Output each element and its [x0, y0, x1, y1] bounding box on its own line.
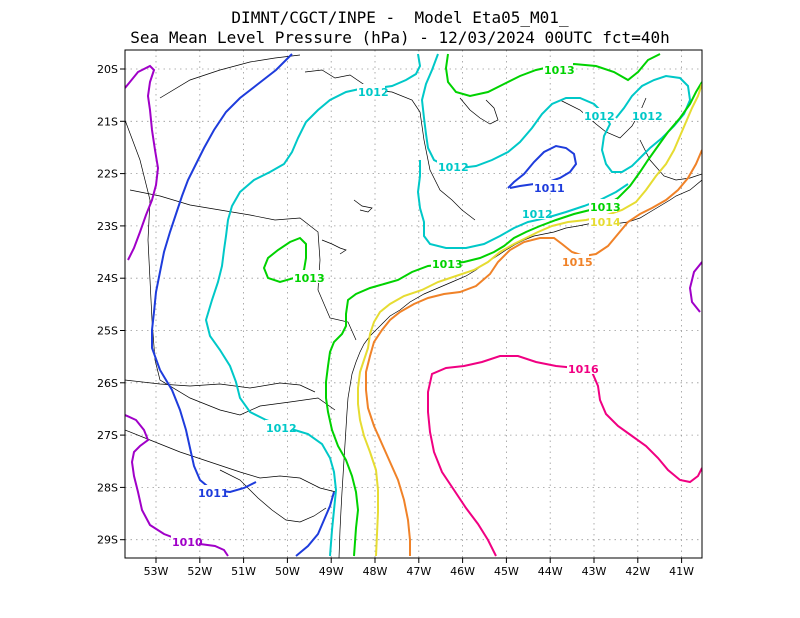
lon-tick-label: 49W — [319, 565, 344, 578]
map-title-line2: Sea Mean Level Pressure (hPa) - 12/03/20… — [130, 28, 670, 47]
lat-tick-label: 20S — [97, 63, 118, 76]
axis-ticks: 53W 52W 51W 50W 49W 48W 47W 46W 45W 44W 43W 42W 41W 2… — [97, 63, 694, 578]
isobars — [125, 53, 702, 557]
lon-tick-label: 48W — [363, 565, 388, 578]
lon-tick-label: 52W — [187, 565, 212, 578]
lat-tick-label: 21S — [97, 115, 118, 128]
isobar-1011 — [295, 491, 335, 557]
lat-tick-label: 29S — [97, 534, 118, 547]
lake-feature — [459, 97, 499, 125]
plot-frame — [124, 49, 703, 559]
lat-tick-label: 26S — [97, 377, 118, 390]
contour-label-1013: 1013 — [294, 272, 325, 285]
isobar-1014 — [357, 83, 702, 557]
river-border — [219, 469, 327, 523]
isobar-1010 — [125, 64, 160, 261]
isobar-1013 — [444, 53, 661, 98]
grid-lines — [125, 50, 702, 558]
lat-tick-label: 23S — [97, 220, 118, 233]
lon-tick-label: 45W — [494, 565, 519, 578]
lon-tick-label: 53W — [144, 565, 169, 578]
contour-label-1012: 1012 — [522, 208, 553, 221]
state-border — [125, 429, 337, 493]
lat-tick-label: 28S — [97, 481, 118, 494]
contour-label-1016: 1016 — [568, 363, 599, 376]
contour-label-1012: 1012 — [438, 161, 469, 174]
isobar-1010 — [688, 261, 702, 313]
contour-label-1012: 1012 — [266, 422, 297, 435]
state-border — [159, 54, 301, 99]
lon-tick-label: 51W — [231, 565, 256, 578]
coastline — [338, 179, 702, 558]
map-title-line1: DIMNT/CGCT/INPE - Model Eta05_M01_ — [231, 8, 569, 27]
isobar-1015 — [365, 149, 702, 556]
lat-tick-label: 24S — [97, 272, 118, 285]
lat-tick-label: 25S — [97, 325, 118, 338]
isobar-1013 — [262, 236, 307, 284]
contour-label-1012: 1012 — [584, 110, 615, 123]
isobar-1011 — [151, 53, 293, 494]
contour-label-1014: 1014 — [590, 216, 621, 229]
lon-tick-label: 46W — [450, 565, 475, 578]
contour-label-1013: 1013 — [432, 258, 463, 271]
state-border — [129, 189, 357, 341]
contour-label-1012: 1012 — [632, 110, 663, 123]
lon-tick-label: 43W — [582, 565, 607, 578]
contour-label-1011: 1011 — [534, 182, 565, 195]
lake-feature — [353, 199, 373, 213]
coastlines-and-borders — [125, 54, 702, 558]
contour-label-1011: 1011 — [198, 487, 229, 500]
lon-tick-label: 41W — [669, 565, 694, 578]
isobar-1013 — [325, 81, 702, 557]
lon-tick-label: 44W — [538, 565, 563, 578]
state-border — [125, 379, 316, 393]
contour-label-1013: 1013 — [544, 64, 575, 77]
contour-label-1012: 1012 — [358, 86, 389, 99]
contour-label-1010: 1010 — [172, 536, 203, 549]
lon-tick-label: 47W — [406, 565, 431, 578]
state-border — [639, 139, 702, 181]
isobar-1012 — [204, 53, 422, 557]
isobar-1012 — [416, 160, 629, 249]
lon-tick-label: 50W — [275, 565, 300, 578]
contour-label-1015: 1015 — [562, 256, 593, 269]
lat-tick-label: 22S — [97, 168, 118, 181]
lon-tick-label: 42W — [625, 565, 650, 578]
lat-tick-label: 27S — [97, 429, 118, 442]
country-border — [125, 119, 336, 416]
isobar-1010 — [125, 414, 229, 557]
contour-labels: 1013 1012 1012 1012 1012 1011 1012 1013 … — [171, 62, 663, 549]
lake-feature — [321, 239, 347, 255]
contour-label-1013: 1013 — [590, 201, 621, 214]
isobar-1016 — [427, 355, 702, 557]
state-border — [304, 69, 476, 221]
